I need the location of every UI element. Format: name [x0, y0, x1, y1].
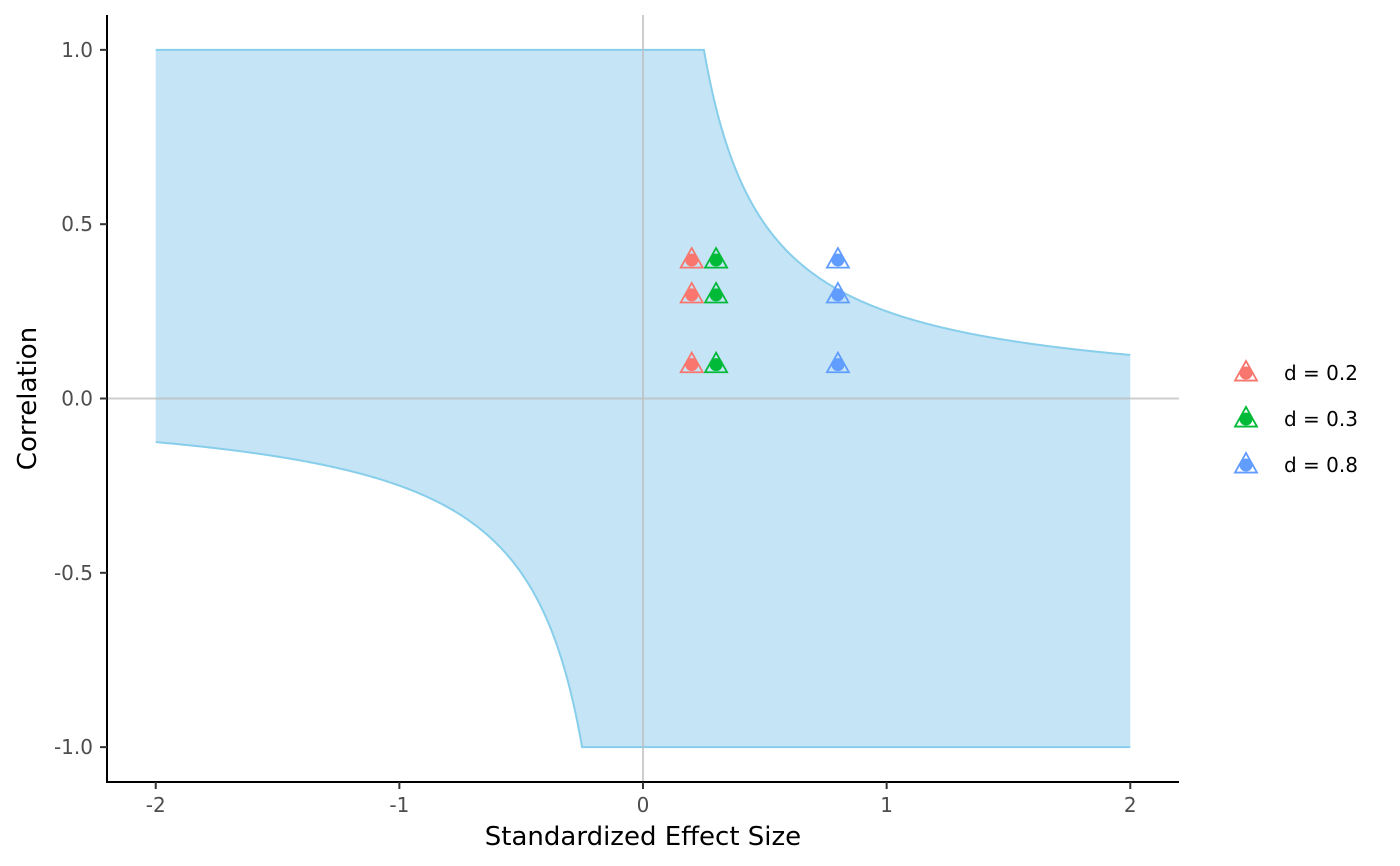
y-tick-label: -1.0: [54, 735, 93, 759]
legend-label: d = 0.3: [1284, 407, 1358, 431]
x-axis-title: Standardized Effect Size: [485, 822, 801, 852]
x-tick-label: -1: [389, 793, 409, 817]
y-tick-label: 1.0: [61, 38, 93, 62]
x-tick-label: 1: [880, 793, 893, 817]
legend-key-3: [1233, 451, 1259, 474]
legend-label: d = 0.2: [1284, 361, 1358, 385]
point-series-1-2: [679, 281, 705, 304]
point-series-2-1: [703, 350, 729, 374]
point-series-1-1: [679, 350, 705, 374]
point-series-1-3: [679, 246, 705, 269]
circle-mark: [709, 253, 723, 267]
x-tick-label: -2: [146, 793, 166, 817]
x-tick-label: 0: [637, 793, 650, 817]
data-points: [679, 246, 851, 374]
circle-mark: [831, 253, 845, 267]
circle-mark: [1239, 412, 1253, 426]
y-tick-label: -0.5: [54, 561, 93, 585]
circle-mark: [1239, 366, 1253, 380]
x-tick-label: 2: [1124, 793, 1137, 817]
circle-mark: [685, 358, 699, 372]
circle-mark: [709, 358, 723, 372]
circle-mark: [1239, 458, 1253, 472]
y-axis-title: Correlation: [13, 327, 43, 470]
point-series-3-1: [825, 350, 851, 374]
y-tick-label: 0.5: [61, 212, 93, 236]
reference-lines: [107, 15, 1179, 782]
circle-mark: [831, 358, 845, 372]
point-series-2-3: [703, 246, 729, 269]
point-series-2-2: [703, 281, 729, 304]
circle-mark: [831, 288, 845, 302]
y-tick-label: 0.0: [61, 387, 93, 411]
legend: d = 0.2 d = 0.3 d = 0.8: [1233, 359, 1358, 477]
point-series-3-2: [825, 281, 851, 304]
circle-mark: [685, 288, 699, 302]
legend-key-2: [1233, 405, 1259, 428]
point-series-3-3: [825, 246, 851, 269]
circle-mark: [685, 253, 699, 267]
circle-mark: [709, 288, 723, 302]
legend-key-1: [1233, 359, 1259, 382]
legend-label: d = 0.8: [1284, 453, 1358, 477]
ticks: -2 -1 0 1 2 -1.0 -0.5 0.0 0.5 1.0: [54, 38, 1137, 817]
